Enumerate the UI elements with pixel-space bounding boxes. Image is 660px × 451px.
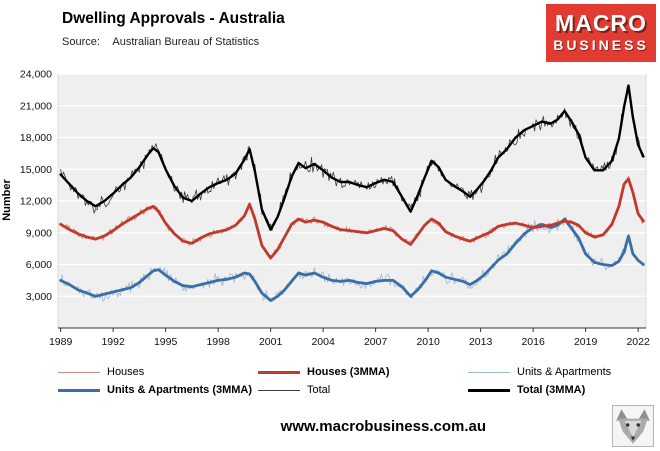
houses-3mma-line-swatch: [258, 370, 300, 374]
svg-text:2010: 2010: [416, 336, 440, 348]
y-axis-title: Number: [1, 179, 13, 221]
svg-text:21,000: 21,000: [20, 100, 52, 112]
units-3mma-line-swatch: [58, 388, 100, 392]
svg-text:15,000: 15,000: [20, 164, 52, 176]
legend-item-houses: Houses: [58, 366, 258, 378]
legend-label: Total: [307, 384, 331, 396]
chart-legend: Houses Houses (3MMA) Units & Apartments …: [58, 366, 660, 396]
legend-label: Units & Apartments: [517, 366, 612, 378]
units-line-swatch: [468, 371, 510, 373]
legend-label: Houses (3MMA): [307, 366, 390, 378]
svg-text:9,000: 9,000: [26, 227, 52, 239]
footer: www.macrobusiness.com.au: [0, 403, 660, 449]
legend-item-total-3mma: Total (3MMA): [468, 384, 653, 396]
header: Dwelling Approvals - Australia Source: A…: [0, 0, 660, 66]
source-line: Source: Australian Bureau of Statistics: [62, 36, 660, 48]
legend-item-total: Total: [258, 384, 468, 396]
svg-text:2016: 2016: [521, 336, 545, 348]
svg-text:6,000: 6,000: [26, 259, 52, 271]
svg-text:24,000: 24,000: [20, 69, 52, 81]
svg-text:3,000: 3,000: [26, 291, 52, 303]
legend-item-units: Units & Apartments: [468, 366, 653, 378]
legend-label: Total (3MMA): [517, 384, 586, 396]
svg-text:2022: 2022: [626, 336, 650, 348]
svg-text:2007: 2007: [364, 336, 388, 348]
source-value: Australian Bureau of Statistics: [112, 36, 260, 48]
svg-text:1989: 1989: [49, 336, 73, 348]
logo-text-business: BUSINESS: [553, 37, 649, 54]
svg-text:2013: 2013: [469, 336, 493, 348]
website-text: www.macrobusiness.com.au: [280, 417, 486, 435]
svg-text:2001: 2001: [259, 336, 283, 348]
macrobusiness-logo: MACRO BUSINESS: [546, 4, 656, 62]
logo-text-macro: MACRO: [555, 10, 647, 37]
legend-label: Houses: [107, 366, 145, 378]
header-text: Dwelling Approvals - Australia Source: A…: [0, 0, 660, 48]
svg-text:2004: 2004: [311, 336, 335, 348]
wolf-logo-icon: [612, 405, 654, 447]
svg-text:2019: 2019: [574, 336, 598, 348]
total-line-swatch: [258, 389, 300, 391]
houses-line-swatch: [58, 371, 100, 373]
total-3mma-line-swatch: [468, 388, 510, 392]
legend-item-houses-3mma: Houses (3MMA): [258, 366, 468, 378]
source-label: Source:: [62, 36, 100, 48]
svg-text:1995: 1995: [154, 336, 178, 348]
dwelling-approvals-chart: 3,000 6,000 9,000 12,000 15,000 18,000 21,000 2…: [20, 69, 650, 349]
chart-area: Number 3,000 6,000 9,000 12,000 15,000 18,000…: [0, 66, 660, 360]
svg-text:18,000: 18,000: [20, 132, 52, 144]
svg-text:12,000: 12,000: [20, 196, 52, 208]
svg-text:1998: 1998: [206, 336, 230, 348]
legend-item-units-3mma: Units & Apartments (3MMA): [58, 384, 258, 396]
svg-text:1992: 1992: [101, 336, 125, 348]
page-title: Dwelling Approvals - Australia: [62, 10, 285, 27]
legend-label: Units & Apartments (3MMA): [107, 384, 253, 396]
